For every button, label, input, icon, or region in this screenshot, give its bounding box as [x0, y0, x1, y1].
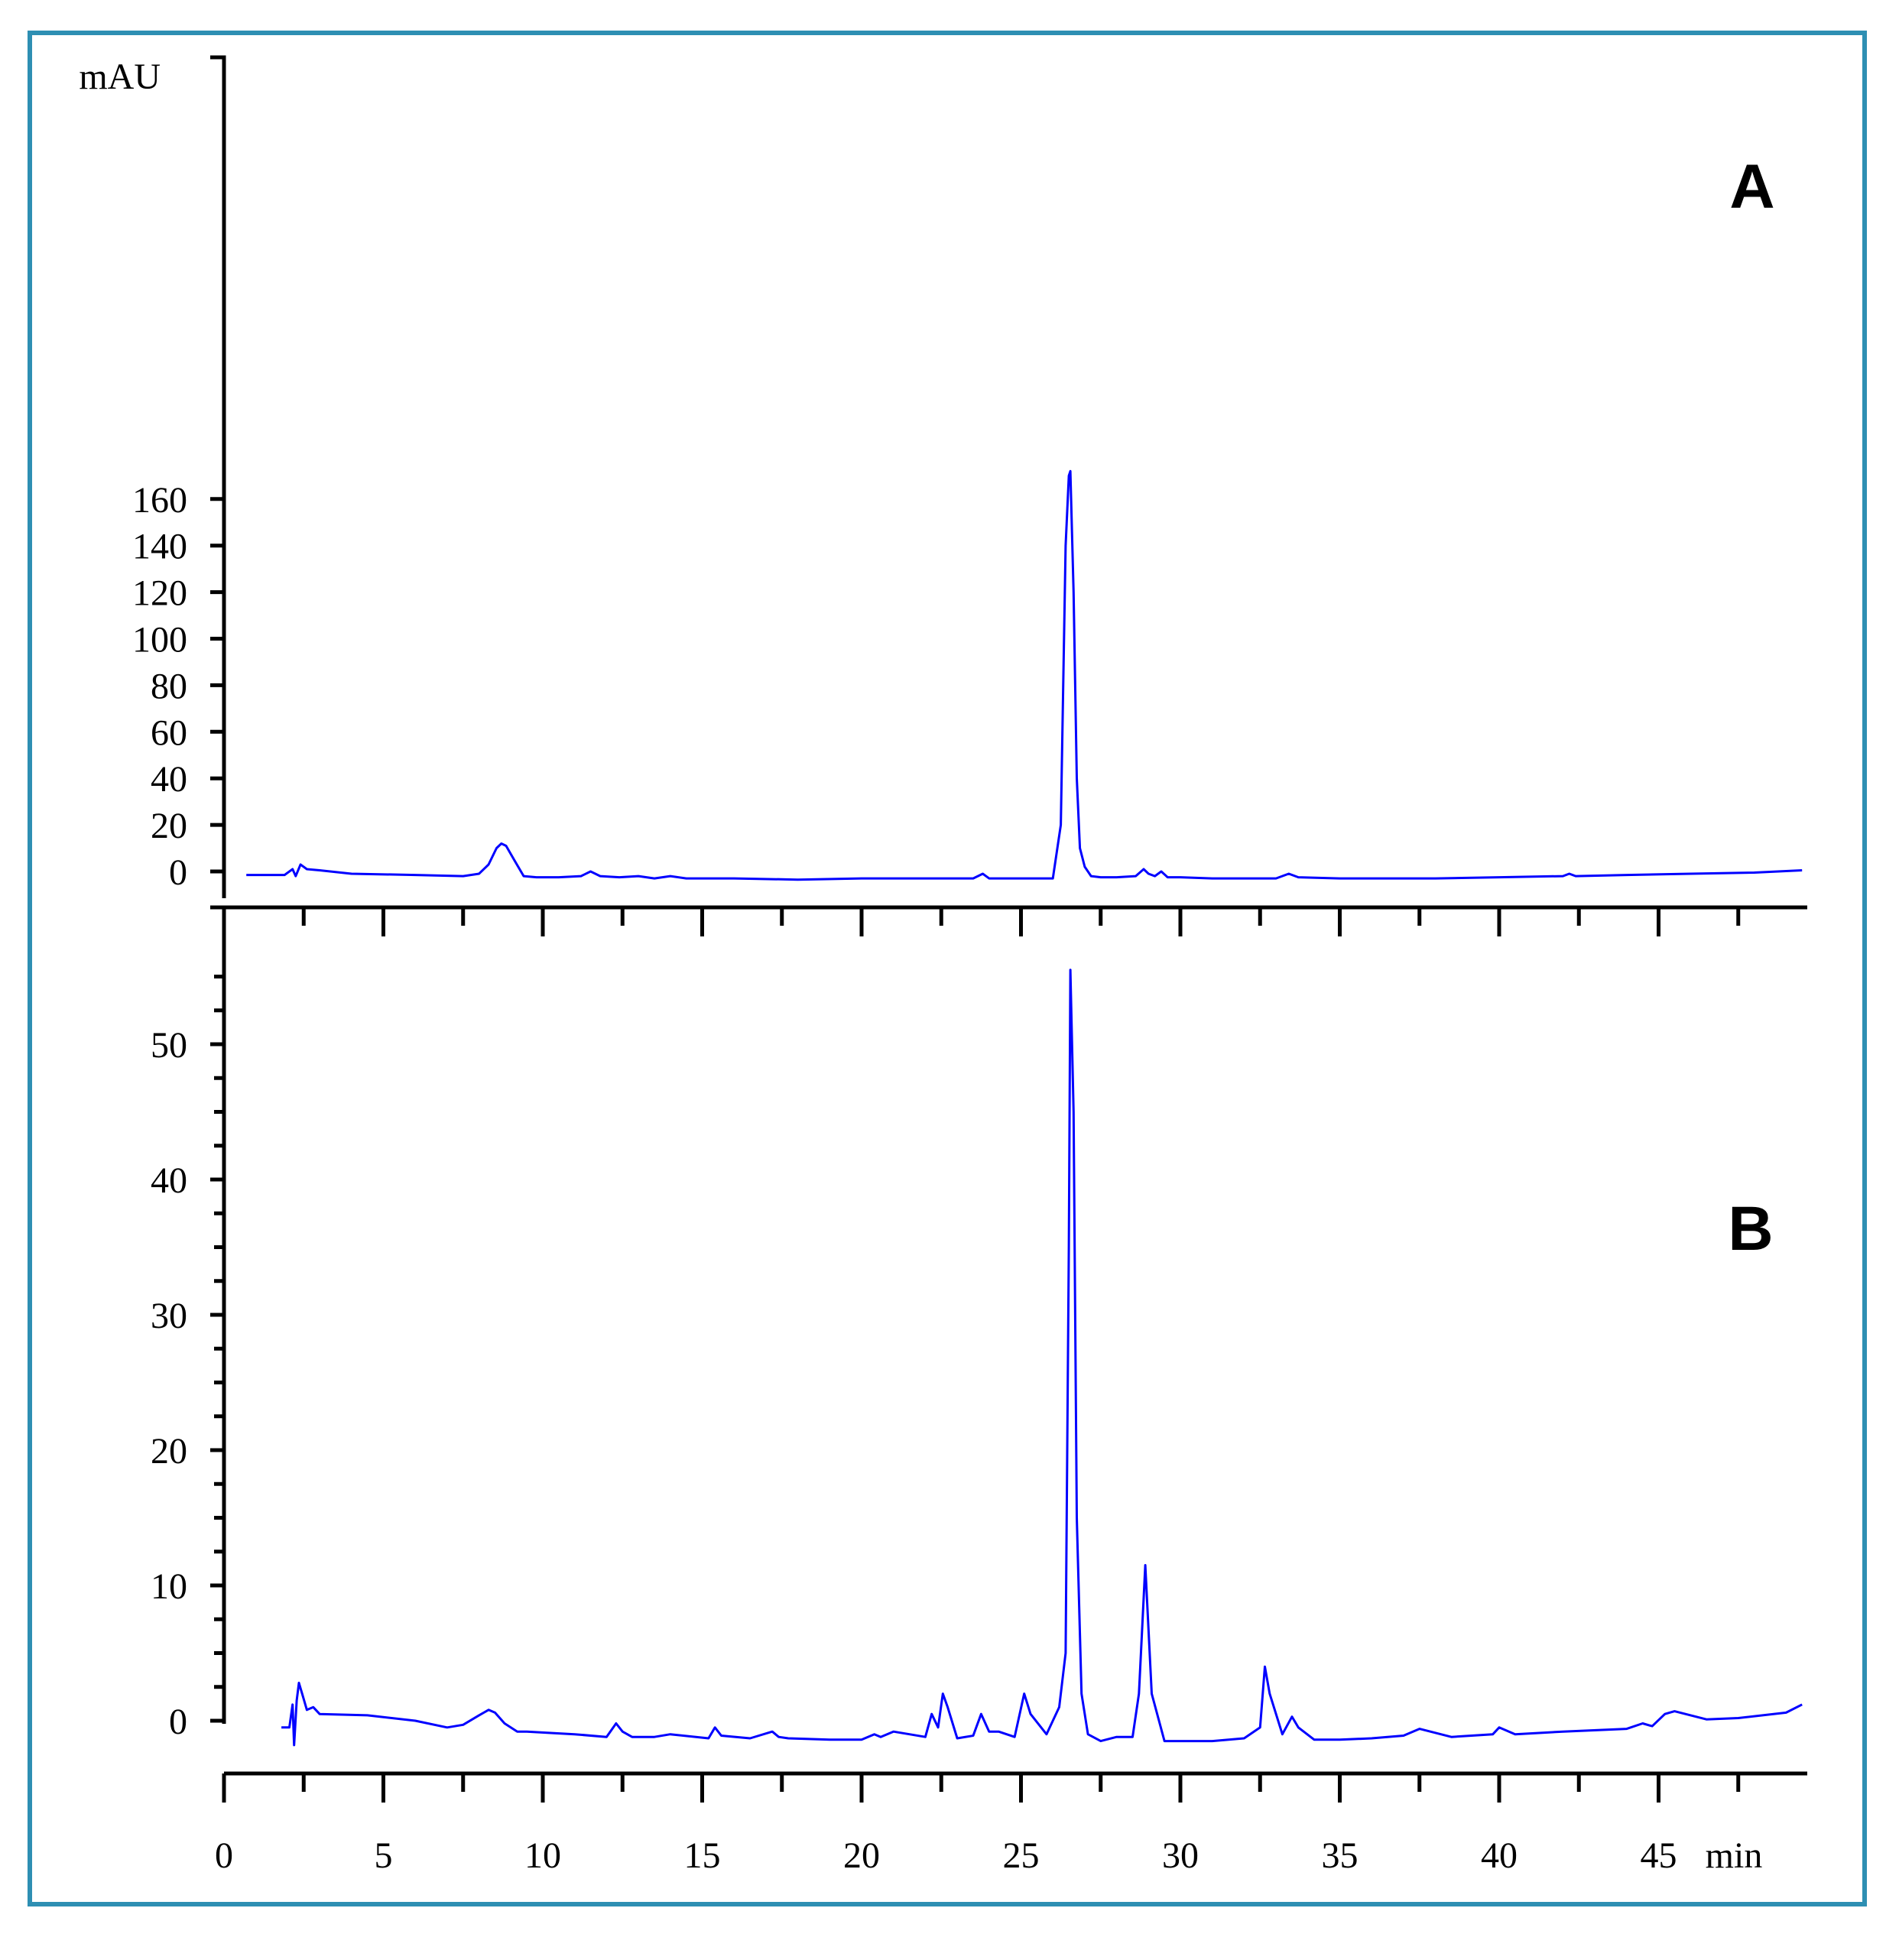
x-ticks-a [301, 907, 1741, 936]
x-tick-label-b: 15 [684, 1835, 721, 1876]
y-tick-label-a: 40 [151, 759, 187, 800]
y-tick-label-b: 30 [151, 1296, 187, 1336]
y-tick-label-a: 80 [151, 666, 187, 706]
y-tick-label-a: 0 [169, 852, 187, 893]
y-tick-label-b: 50 [151, 1025, 187, 1066]
y-ticks-a: 0 20 40 60 80 100 120 140 160 [132, 480, 224, 893]
x-ticks-b: 0 5 10 15 20 25 30 35 40 45 [215, 1773, 1741, 1876]
y-tick-label-b: 20 [151, 1431, 187, 1472]
panel-label-b: B [1728, 1194, 1773, 1264]
series-trace-b [281, 969, 1803, 1747]
y-tick-label-a: 100 [132, 620, 187, 660]
y-tick-label-a: 140 [132, 527, 187, 567]
y-ticks-b: 0 10 20 30 40 50 [151, 975, 224, 1742]
x-axis-label-b: min [1706, 1835, 1763, 1876]
series-trace-a [246, 469, 1803, 881]
x-tick-label-b: 40 [1481, 1835, 1518, 1876]
y-tick-label-a: 20 [151, 806, 187, 846]
y-tick-label-a: 60 [151, 712, 187, 753]
y-axis-line-a [210, 55, 226, 898]
x-tick-label-b: 45 [1641, 1835, 1677, 1876]
y-tick-label-b: 10 [151, 1566, 187, 1607]
x-tick-label-b: 0 [215, 1835, 233, 1876]
y-tick-label-b: 0 [169, 1702, 187, 1742]
panel-a: mAU A 0 20 40 60 80 100 120 140 160 [79, 55, 1807, 936]
x-tick-label-b: 30 [1162, 1835, 1199, 1876]
figure-frame [28, 31, 1867, 1906]
panel-label-a: A [1729, 152, 1774, 222]
y-axis-label-a: mAU [79, 57, 161, 97]
x-tick-label-b: 10 [524, 1835, 561, 1876]
x-tick-label-b: 5 [375, 1835, 393, 1876]
panel-b: B 0 10 20 30 40 50 0 5 10 15 20 25 30 35 40 45 min [151, 905, 1807, 1876]
y-tick-label-a: 120 [132, 573, 187, 614]
x-tick-label-b: 25 [1003, 1835, 1040, 1876]
x-tick-label-b: 20 [843, 1835, 880, 1876]
y-tick-label-a: 160 [132, 480, 187, 521]
x-tick-label-b: 35 [1322, 1835, 1359, 1876]
y-tick-label-b: 40 [151, 1160, 187, 1201]
